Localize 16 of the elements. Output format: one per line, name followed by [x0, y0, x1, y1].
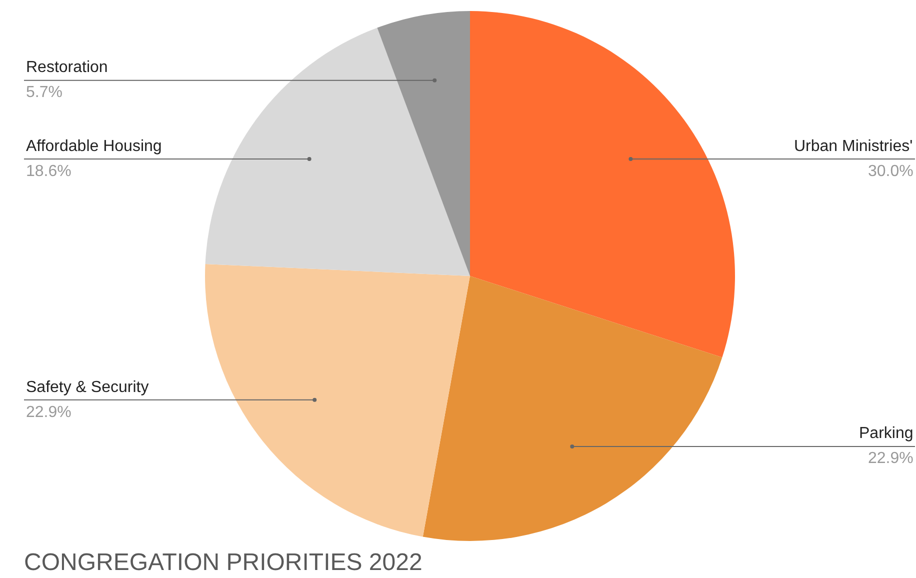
pie-slice — [470, 11, 735, 358]
data-label: 22.9% — [26, 404, 72, 421]
slice-label: Affordable Housing — [26, 138, 162, 155]
pie-slice — [205, 264, 470, 537]
slice-label: Parking — [859, 425, 914, 442]
slice-label: Urban Ministries' — [794, 138, 913, 155]
data-label: 30.0% — [868, 163, 914, 180]
data-label: 22.9% — [868, 450, 914, 467]
pie-slice — [205, 28, 470, 276]
slice-label: Safety & Security — [26, 379, 149, 396]
slice-label: Restoration — [26, 59, 108, 76]
text: CONGREGATION PRIORITIES 2022 — [24, 549, 422, 576]
pie-slice — [377, 11, 470, 276]
data-label: 5.7% — [26, 84, 62, 101]
pie-slice — [422, 276, 722, 541]
data-label: 18.6% — [26, 163, 72, 180]
